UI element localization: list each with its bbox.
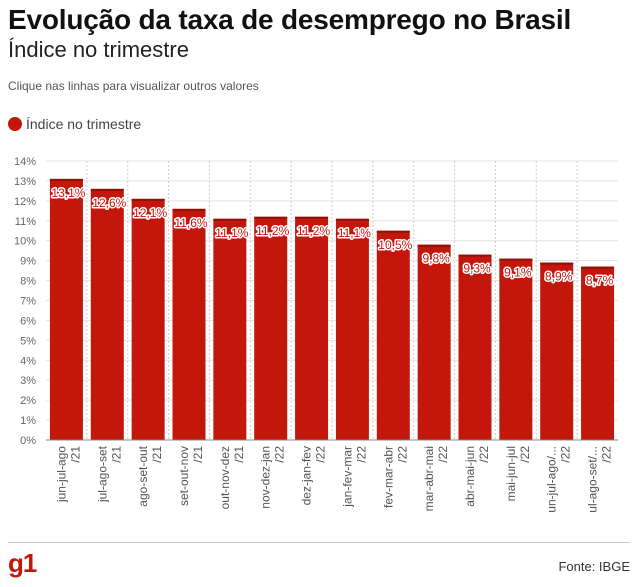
x-tick-label: /22	[600, 446, 614, 463]
x-tick-label: /22	[273, 446, 287, 463]
y-tick-label: 13%	[14, 176, 36, 188]
bar[interactable]	[540, 262, 574, 440]
x-tick-label: /21	[109, 446, 123, 463]
y-tick-label: 0%	[20, 435, 36, 447]
bar[interactable]	[499, 258, 533, 440]
y-tick-label: 6%	[20, 315, 36, 327]
data-label-halo: 11,2%	[256, 224, 289, 238]
x-tick-label: /22	[477, 446, 491, 463]
data-label: 9,3%	[463, 262, 491, 276]
y-tick-label: 1%	[20, 415, 36, 427]
x-tick-label: abr-mai-jun	[463, 446, 477, 507]
x-tick-label: nov-dez-jan	[259, 446, 273, 509]
x-tick-label: jun-jul-ago	[54, 446, 68, 503]
bar[interactable]	[581, 266, 615, 440]
data-label: 9,8%	[422, 252, 450, 266]
data-label-halo: 9,1%	[504, 266, 532, 280]
footer-divider	[8, 542, 630, 543]
data-label: 11,1%	[338, 226, 371, 240]
data-label-halo: 9,8%	[422, 252, 450, 266]
y-tick-label: 3%	[20, 375, 36, 387]
y-tick-label: 12%	[14, 196, 36, 208]
y-tick-label: 8%	[20, 276, 36, 288]
x-tick-label: un-jul-ago/...	[545, 446, 559, 513]
data-label-halo: 12,6%	[92, 196, 126, 210]
bar[interactable]	[376, 230, 410, 440]
data-label: 12,1%	[133, 206, 167, 220]
bar[interactable]	[49, 178, 83, 440]
y-tick-label: 14%	[14, 156, 36, 168]
x-tick-label: /21	[68, 446, 82, 463]
data-label-halo: 10,5%	[378, 238, 412, 252]
y-tick-label: 11%	[15, 216, 36, 228]
data-label-halo: 12,1%	[133, 206, 167, 220]
data-label: 8,9%	[545, 270, 573, 284]
bar[interactable]	[254, 216, 288, 440]
x-tick-label: /21	[191, 446, 205, 463]
data-label: 10,5%	[378, 238, 412, 252]
data-label-halo: 9,3%	[463, 262, 491, 276]
x-tick-label: /22	[354, 446, 368, 463]
data-label-halo: 11,6%	[174, 216, 207, 230]
bar[interactable]	[213, 218, 247, 440]
source-note: Fonte: IBGE	[558, 559, 630, 574]
g1-logo: g1	[8, 548, 37, 578]
x-tick-label: jan-fev-mar	[340, 446, 354, 508]
y-tick-label: 7%	[20, 296, 36, 308]
data-label: 11,1%	[215, 226, 248, 240]
data-label: 11,2%	[256, 224, 289, 238]
data-label: 9,1%	[504, 266, 532, 280]
data-label-halo: 11,2%	[297, 224, 330, 238]
data-label-halo: 11,1%	[338, 226, 371, 240]
data-label: 12,6%	[92, 196, 126, 210]
x-tick-label: /21	[150, 446, 164, 463]
y-tick-label: 10%	[14, 236, 36, 248]
x-tick-label: set-out-nov	[177, 446, 191, 506]
chart-subtitle: Índice no trimestre	[8, 37, 189, 62]
x-tick-label: out-nov-dez	[218, 446, 232, 509]
bar[interactable]	[417, 244, 451, 440]
bar[interactable]	[131, 198, 165, 440]
bar[interactable]	[90, 188, 124, 440]
x-tick-label: /22	[314, 446, 328, 463]
legend-item[interactable]: Índice no trimestre	[8, 116, 141, 132]
chart-hint: Clique nas linhas para visualizar outros…	[8, 79, 259, 93]
data-label: 13,1%	[51, 186, 85, 200]
data-label-halo: 8,7%	[586, 274, 614, 288]
legend-label: Índice no trimestre	[26, 116, 142, 132]
y-tick-label: 4%	[20, 355, 36, 367]
x-tick-label: /21	[232, 446, 246, 463]
x-tick-label: dez-jan-fev	[300, 446, 314, 505]
x-tick-label: mai-jun-jul	[504, 446, 518, 501]
bar-chart: 0% 1% 2% 3% 4% 5% 6% 7% 8% 9% 10% 11% 12% 13% 14% 13,1%…	[14, 156, 618, 513]
x-tick-label: fev-mar-abr	[381, 446, 395, 508]
x-tick-label: ul-ago-set/...	[586, 446, 600, 513]
x-tick-label: ago-set-out	[136, 445, 150, 506]
x-tick-label: mar-abr-mai	[422, 446, 436, 511]
x-tick-label: /22	[436, 446, 450, 463]
x-tick-label: /22	[518, 446, 532, 463]
data-label: 8,7%	[586, 274, 614, 288]
data-label: 11,2%	[297, 224, 330, 238]
y-tick-label: 2%	[20, 395, 36, 407]
legend-dot-icon	[8, 117, 22, 131]
data-label-halo: 11,1%	[215, 226, 248, 240]
data-label: 11,6%	[174, 216, 207, 230]
chart-title: Evolução da taxa de desemprego no Brasil	[8, 4, 572, 35]
y-tick-label: 5%	[20, 335, 36, 347]
x-tick-label: /22	[395, 446, 409, 463]
x-tick-label: /22	[559, 446, 573, 463]
data-label-halo: 8,9%	[545, 270, 573, 284]
bar[interactable]	[295, 216, 329, 440]
bar[interactable]	[335, 218, 369, 440]
x-tick-label: jul-ago-set	[95, 445, 109, 503]
data-label-halo: 13,1%	[51, 186, 85, 200]
y-tick-label: 9%	[20, 256, 36, 268]
bar[interactable]	[458, 254, 492, 440]
bar[interactable]	[172, 208, 206, 440]
